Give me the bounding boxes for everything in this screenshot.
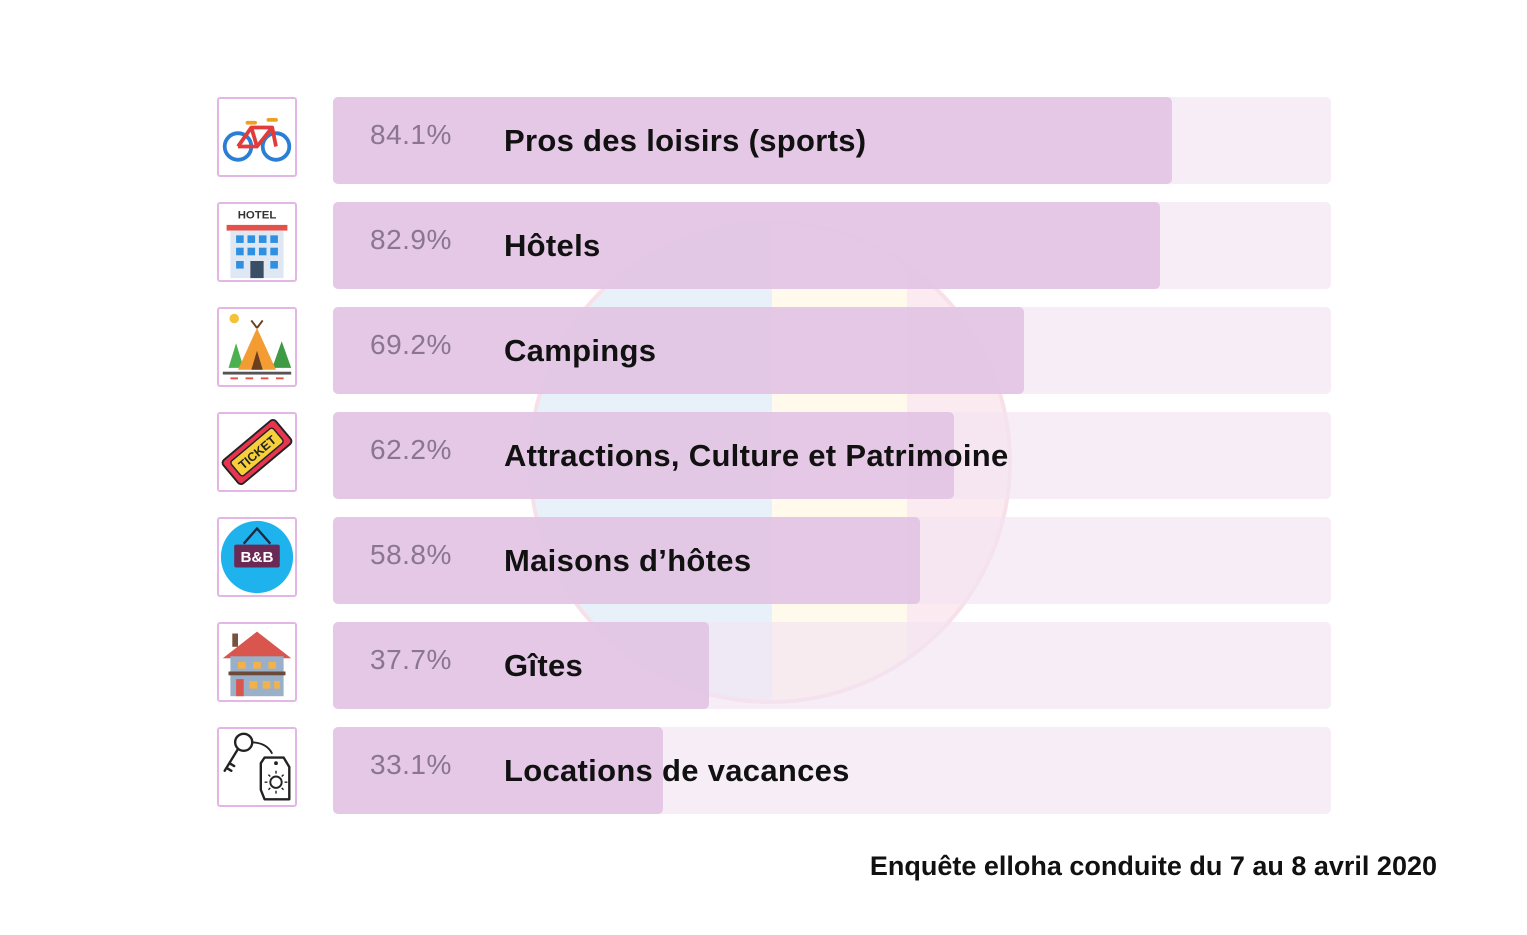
survey-footnote: Enquête elloha conduite du 7 au 8 avril … [869, 851, 1437, 881]
bar-row: B&B 58.8% Maisons d’hôtes [0, 517, 1527, 605]
bar-track [333, 202, 1331, 289]
bar-value-label: 33.1% [370, 749, 452, 780]
bar-value-label: 84.1% [370, 119, 452, 150]
bar-track [333, 517, 1331, 604]
bar-row: HOTEL 82.9% Hôtels [0, 202, 1527, 290]
bar-fill [333, 412, 954, 499]
chalet-icon [217, 622, 297, 702]
ticket-icon: TICKET [217, 412, 297, 492]
bar-category-label: Campings [504, 333, 657, 368]
bar-fill [333, 97, 1173, 184]
key-tag-icon [217, 727, 297, 807]
svg-text:HOTEL: HOTEL [238, 209, 277, 221]
bar-value-label: 37.7% [370, 644, 452, 675]
bar-track [333, 412, 1331, 499]
svg-text:B&B: B&B [241, 549, 274, 566]
bar-row: 84.1% Pros des loisirs (sports) [0, 97, 1527, 185]
bar-track [333, 307, 1331, 394]
camping-tent-icon [217, 307, 297, 387]
bar-fill [333, 622, 710, 709]
bnb-sign-icon: B&B [217, 517, 297, 597]
bar-row: TICKET 62.2% Attractions, Culture et Pat… [0, 412, 1527, 500]
bar-category-label: Maisons d’hôtes [504, 543, 752, 578]
bar-track [333, 622, 1331, 709]
bar-category-label: Locations de vacances [504, 753, 850, 788]
hotel-icon: HOTEL [217, 202, 297, 282]
bar-fill [333, 517, 920, 604]
bar-row: 33.1% Locations de vacances [0, 727, 1527, 815]
bicycle-icon [217, 97, 297, 177]
bar-value-label: 82.9% [370, 224, 452, 255]
bar-category-label: Gîtes [504, 648, 584, 683]
bar-row: 69.2% Campings [0, 307, 1527, 395]
bar-track [333, 97, 1331, 184]
bar-category-label: Pros des loisirs (sports) [504, 123, 867, 158]
bar-fill [333, 202, 1161, 289]
bar-category-label: Hôtels [504, 228, 601, 263]
bar-value-label: 69.2% [370, 329, 452, 360]
bar-track [333, 727, 1331, 814]
bar-value-label: 62.2% [370, 434, 452, 465]
bar-value-label: 58.8% [370, 539, 452, 570]
bar-fill [333, 727, 664, 814]
bar-row: 37.7% Gîtes [0, 622, 1527, 710]
bar-fill [333, 307, 1024, 394]
bar-category-label: Attractions, Culture et Patrimoine [504, 438, 1009, 473]
